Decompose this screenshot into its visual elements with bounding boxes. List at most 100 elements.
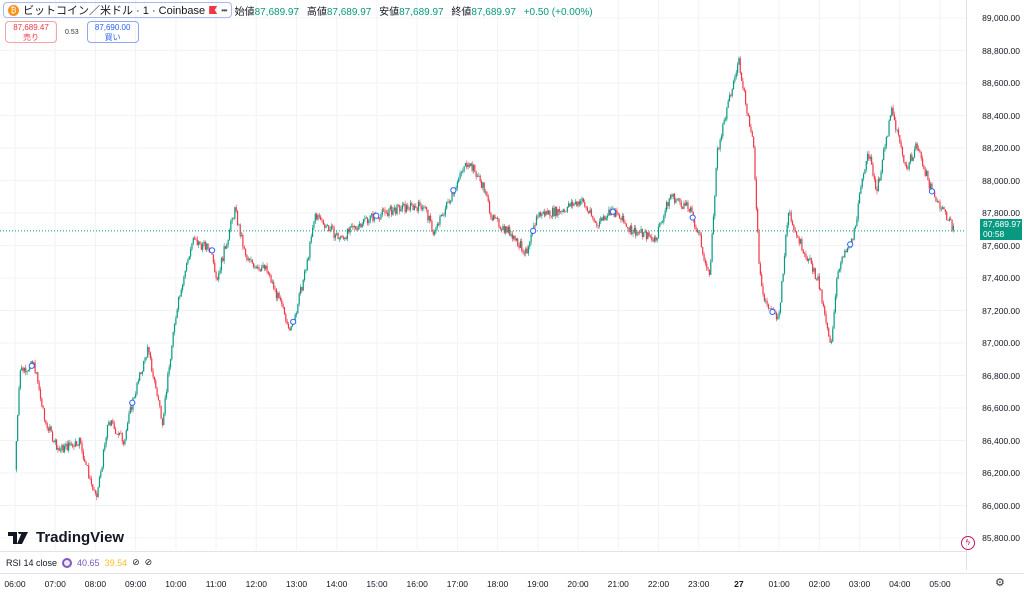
bar-countdown: 00:58 — [983, 228, 1005, 239]
candle-body — [214, 262, 216, 272]
candle-body — [267, 271, 269, 274]
candle-body — [401, 205, 404, 210]
event-markers[interactable] — [28, 187, 936, 406]
price-tick: 88,600.00 — [982, 78, 1020, 88]
symbol-selector[interactable]: ₿ ビットコイン／米ドル · 1 · Coinbase ••• — [3, 2, 232, 18]
event-marker[interactable] — [290, 318, 297, 325]
event-marker[interactable] — [373, 212, 380, 219]
candle-body — [316, 213, 318, 220]
candle-body — [334, 234, 336, 238]
event-marker[interactable] — [129, 399, 136, 406]
candle-body — [884, 146, 886, 150]
candle-body — [100, 471, 102, 478]
candle-body — [561, 211, 563, 212]
event-marker[interactable] — [928, 188, 936, 195]
candle-body — [479, 175, 481, 181]
candle-body — [857, 203, 859, 220]
candle-body — [76, 441, 78, 446]
candle-body — [106, 424, 109, 438]
hidden-icon[interactable]: ⊘ — [132, 557, 140, 567]
candle-body — [216, 277, 219, 280]
candle-body — [676, 199, 678, 200]
candle-body — [295, 312, 298, 315]
candle-body — [93, 489, 95, 491]
tradingview-logo[interactable]: TradingView — [8, 529, 124, 546]
candle-body — [602, 216, 605, 221]
candle-body — [919, 150, 921, 153]
candle-body — [258, 267, 260, 270]
candle-body — [671, 195, 673, 197]
candle-body — [818, 276, 820, 290]
candle-body — [299, 287, 302, 294]
candle-body — [427, 209, 429, 221]
candle-body — [617, 214, 619, 216]
high-value: 87,689.97 — [326, 6, 372, 18]
grid — [0, 0, 966, 550]
close-value: 87,689.97 — [471, 6, 516, 18]
candle-body — [127, 423, 129, 431]
candle-body — [867, 154, 869, 161]
price-tick: 89,000.00 — [982, 13, 1020, 23]
time-tick: 03:00 — [848, 579, 871, 589]
candle-body — [677, 198, 680, 200]
settings-icon[interactable]: ⚙ — [995, 577, 1005, 589]
candle-body — [951, 220, 953, 231]
candle-body — [491, 217, 493, 220]
candle-body — [726, 107, 728, 120]
candle-body — [834, 296, 837, 312]
candle-body — [72, 444, 74, 447]
event-marker[interactable] — [208, 247, 216, 254]
candle-body — [389, 206, 391, 209]
candle-body — [779, 302, 782, 313]
candle-body — [825, 314, 827, 323]
time-tick: 15:00 — [366, 579, 388, 589]
candle-body — [118, 432, 121, 436]
candle-body — [560, 211, 562, 213]
candle-body — [34, 362, 36, 373]
candle-body — [700, 234, 702, 248]
flag-icon[interactable] — [209, 6, 218, 14]
event-marker[interactable] — [28, 362, 35, 369]
hidden-icon[interactable]: ⊘ — [144, 557, 153, 567]
candle-body — [384, 210, 386, 213]
candle-body — [565, 211, 567, 212]
candle-body — [620, 218, 622, 220]
candle-body — [876, 188, 878, 192]
symbol-title: ビットコイン／米ドル · 1 · Coinbase — [23, 5, 206, 17]
candle-body — [121, 433, 123, 442]
candle-body — [429, 215, 432, 221]
candle-body — [498, 218, 500, 228]
time-tick: 14:00 — [326, 579, 348, 589]
candle-body — [873, 176, 875, 180]
price-axis[interactable]: 89,000.00 88,800.00 88,600.00 88,400.00 88,2… — [966, 0, 1024, 570]
candle-body — [537, 216, 539, 218]
event-marker[interactable] — [450, 187, 457, 194]
candle-body — [846, 248, 849, 253]
candle-body — [330, 226, 332, 230]
sell-button[interactable]: 87,689.47 売り — [5, 21, 57, 43]
time-axis[interactable]: 06:00 07:00 08:00 09:00 10:00 11:00 12:00 13:00… — [0, 573, 1024, 592]
candle-body — [566, 207, 568, 212]
candle-body — [718, 148, 720, 150]
candle-body — [813, 268, 815, 272]
event-marker[interactable] — [609, 208, 616, 215]
lightning-icon[interactable]: ϟ — [961, 536, 975, 550]
candle-body — [428, 215, 430, 221]
candle-body — [824, 306, 826, 315]
candle-body — [727, 101, 729, 108]
more-icon[interactable]: ••• — [221, 5, 227, 15]
buy-button[interactable]: 87,690.00 買い — [86, 21, 139, 43]
candle-body — [562, 209, 564, 212]
event-marker[interactable] — [847, 241, 854, 248]
candle-body — [763, 294, 765, 301]
candle-body — [687, 202, 689, 209]
candle-body — [938, 201, 940, 202]
candle-body — [942, 207, 944, 209]
event-marker[interactable] — [530, 227, 537, 234]
candle-body — [109, 422, 111, 426]
event-marker[interactable] — [689, 214, 696, 221]
candle-body — [904, 162, 906, 165]
event-marker[interactable] — [769, 308, 776, 316]
candle-body — [294, 314, 296, 323]
